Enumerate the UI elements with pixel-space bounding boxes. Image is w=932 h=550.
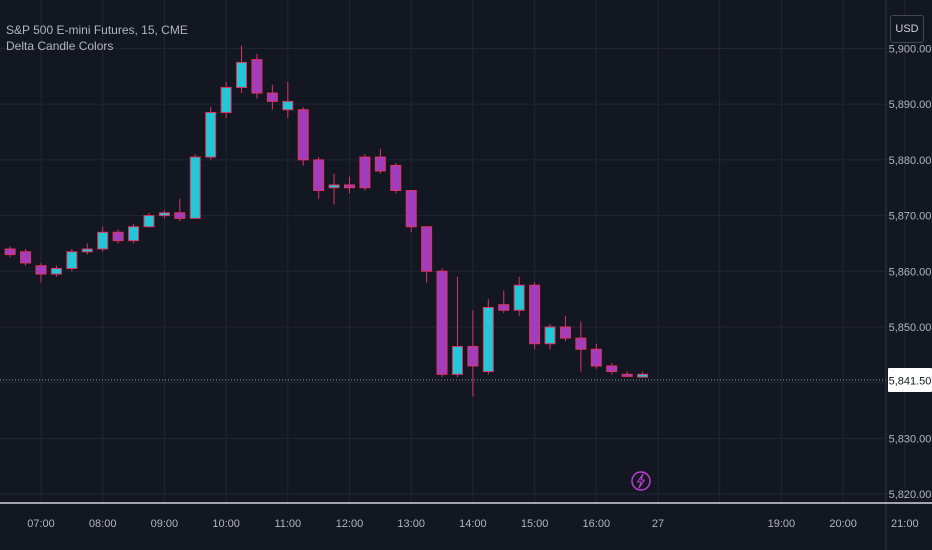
candle-body [637, 373, 649, 378]
candle-series [4, 45, 649, 397]
candle-body [498, 304, 510, 311]
y-tick-label: 5,880.00 [889, 155, 932, 167]
x-tick-label: 16:00 [583, 518, 611, 530]
time-axis[interactable]: 07:00 08:00 09:00 10:00 11:00 12:00 13:00 14:00… [27, 518, 918, 530]
x-tick-label: 27 [652, 518, 664, 530]
event-marker-circle [631, 471, 651, 491]
candle-body [81, 248, 93, 253]
candle-body [467, 345, 479, 367]
x-tick-label: 08:00 [89, 518, 117, 530]
candle-body [20, 251, 32, 264]
candle-body [359, 156, 371, 189]
candle-body [112, 231, 124, 242]
event-marker[interactable] [631, 471, 651, 491]
y-tick-label: 5,900.00 [889, 43, 932, 55]
x-tick-label: 13:00 [397, 518, 425, 530]
candle-body [405, 190, 417, 228]
candle-body [50, 267, 62, 275]
candle-body [390, 164, 402, 192]
x-tick-label: 12:00 [336, 518, 364, 530]
y-tick-label: 5,860.00 [889, 266, 932, 278]
x-tick-label: 21:00 [891, 518, 919, 530]
symbol-title[interactable]: S&P 500 E-mini Futures, 15, CME [6, 23, 188, 37]
candle-body [128, 226, 140, 242]
y-tick-label: 5,820.00 [889, 489, 932, 501]
candle-body [575, 337, 587, 350]
candle-body [97, 231, 109, 250]
x-tick-label: 20:00 [829, 518, 857, 530]
candle-body [174, 212, 186, 219]
candle-body [529, 284, 541, 345]
candle-body [205, 112, 217, 158]
candle-body [421, 226, 433, 272]
x-tick-label: 14:00 [459, 518, 487, 530]
candle-body [436, 270, 448, 375]
candle-body [328, 184, 340, 189]
x-tick-label: 07:00 [27, 518, 55, 530]
last-price-label: 5,841.50 [888, 368, 932, 392]
price-axis[interactable]: 5,900.00 5,890.00 5,880.00 5,870.00 5,860.00… [889, 43, 932, 501]
x-tick-label: 11:00 [274, 518, 301, 530]
x-tick-label: 19:00 [768, 518, 796, 530]
candle-body [266, 92, 278, 102]
indicator-title[interactable]: Delta Candle Colors [6, 39, 114, 53]
candle-body [251, 59, 263, 94]
candle-body [344, 184, 355, 189]
candle-body [451, 345, 463, 375]
candle-body [143, 215, 155, 228]
candle-body [621, 373, 633, 377]
candle-body [220, 86, 232, 114]
candle-body [236, 61, 248, 88]
candle-body [282, 100, 294, 111]
y-tick-label: 5,890.00 [889, 99, 932, 111]
x-tick-label: 15:00 [521, 518, 549, 530]
x-tick-label: 10:00 [212, 518, 240, 530]
candle-body [374, 156, 386, 172]
candle-body [4, 248, 16, 256]
lightning-bolt-icon [636, 473, 646, 489]
candle-body [313, 159, 325, 192]
candle-body [559, 326, 571, 339]
candle-body [513, 284, 525, 311]
last-price-text: 5,841.50 [889, 376, 932, 388]
chart-legend: S&P 500 E-mini Futures, 15, CME Delta Ca… [6, 22, 188, 54]
x-tick-label: 09:00 [151, 518, 179, 530]
candle-body [297, 109, 309, 161]
y-tick-label: 5,850.00 [889, 322, 932, 334]
candle-body [482, 306, 494, 373]
currency-button[interactable]: USD [890, 15, 924, 43]
candle-body [189, 156, 201, 219]
y-tick-label: 5,870.00 [889, 211, 932, 223]
candle-body [66, 251, 78, 269]
candle-body [544, 326, 556, 345]
candle-body [35, 265, 47, 275]
candle-body [606, 365, 618, 373]
grid-lines [0, 0, 906, 503]
candle-body [590, 348, 602, 367]
candle-body [158, 212, 170, 217]
y-tick-label: 5,830.00 [889, 433, 932, 445]
